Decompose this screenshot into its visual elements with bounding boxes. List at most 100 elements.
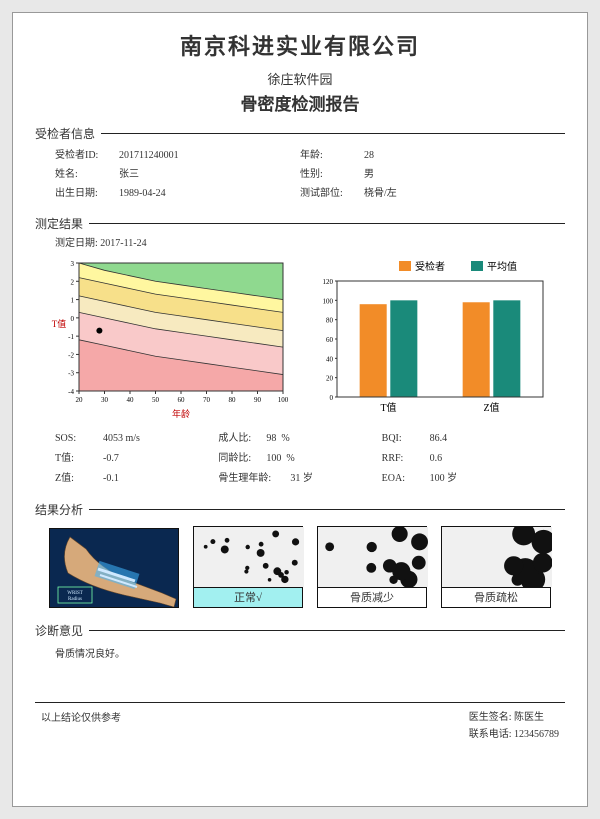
company-title: 南京科进实业有限公司 [35,29,565,61]
section-diagnosis: 诊断意见 [35,622,565,639]
svg-text:WRIST: WRIST [67,591,83,596]
divider [89,509,565,510]
report-title: 骨密度检测报告 [35,90,565,115]
disclaimer: 以上结论仅供参考 [41,709,121,743]
value: 123456789 [514,729,559,740]
patient-info-grid: 受检者ID:201711240001 年龄:28 姓名:张三 性别:男 出生日期… [35,142,565,205]
svg-text:20: 20 [326,375,334,383]
svg-text:50: 50 [152,396,160,404]
value: 86.4 [430,429,448,449]
value: 2017-11-24 [100,238,146,249]
metrics-grid: SOS:4053 m/s 成人比:98 % BQI:86.4 T值:-0.7 同… [35,423,565,491]
svg-text:平均值: 平均值 [487,260,517,273]
svg-text:Z值: Z值 [483,401,499,414]
value: 4053 m/s [103,429,140,449]
label: 测定日期: [55,238,98,249]
svg-text:70: 70 [203,396,211,404]
measure-date: 测定日期: 2017-11-24 [35,232,565,253]
value: 28 [364,146,374,165]
label: 骨生理年龄: [218,469,290,489]
label: 同龄比: [218,449,266,469]
forearm-diagram: WRISTRadius [49,528,179,608]
bone-class-label: 骨质疏松 [442,587,550,607]
label: EOA: [382,469,430,489]
unit: 岁 [303,469,313,489]
bone-texture-img [318,527,426,587]
label: RRF: [382,449,430,469]
label: 联系电话: [469,729,512,740]
svg-text:受检者: 受检者 [415,260,445,273]
svg-text:T值: T值 [380,401,396,414]
location-subtitle: 徐庄软件园 [35,69,565,88]
value: 100 [430,469,445,489]
value: 张三 [119,165,139,184]
svg-text:100: 100 [323,297,334,305]
value: 31 [290,469,300,489]
svg-text:100: 100 [278,396,289,404]
unit: 岁 [447,469,457,489]
label: 医生签名: [469,712,512,723]
svg-text:40: 40 [326,355,334,363]
value: 1989-04-24 [119,184,166,203]
section-label: 受检者信息 [35,125,95,142]
value: 桡骨/左 [364,184,397,203]
divider [89,223,565,224]
svg-text:60: 60 [326,336,334,344]
footer: 以上结论仅供参考 医生签名: 陈医生 联系电话: 123456789 [35,709,565,743]
section-patient-info: 受检者信息 [35,125,565,142]
value: -0.7 [103,449,119,469]
svg-text:3: 3 [71,260,75,268]
label: 姓名: [55,165,119,184]
svg-text:90: 90 [254,396,262,404]
section-result: 测定结果 [35,215,565,232]
svg-text:T值: T值 [52,318,67,329]
divider [101,133,565,134]
svg-text:年龄: 年龄 [172,408,190,419]
value: -0.1 [103,469,119,489]
comparison-bar-chart: 受检者平均值020406080100120T值Z值 [309,257,549,419]
value: 201711240001 [119,146,179,165]
svg-text:0: 0 [71,315,75,323]
label: BQI: [382,429,430,449]
value: 0.6 [430,449,443,469]
tscore-line-chart: -4-3-2-101232030405060708090100年龄T值 [49,257,289,419]
bone-class-label: 正常√ [194,587,302,607]
bone-class-box: 骨质疏松 [441,526,551,608]
svg-text:0: 0 [330,394,334,402]
label: Z值: [55,469,103,489]
svg-text:1: 1 [71,297,75,305]
svg-text:-2: -2 [68,351,74,359]
bone-class-box: 正常√ [193,526,303,608]
svg-text:60: 60 [178,396,186,404]
svg-text:80: 80 [229,396,237,404]
svg-text:-1: -1 [68,333,74,341]
section-analysis: 结果分析 [35,501,565,518]
svg-text:120: 120 [323,278,334,286]
label: 受检者ID: [55,146,119,165]
value: 陈医生 [514,712,544,723]
bone-texture-img [442,527,550,587]
svg-text:30: 30 [101,396,109,404]
bone-class-box: 骨质减少 [317,526,427,608]
value: 98 [266,429,276,449]
svg-text:Radius: Radius [68,597,82,602]
label: 出生日期: [55,184,119,203]
label: 测试部位: [300,184,364,203]
unit: % [286,449,294,469]
svg-text:40: 40 [127,396,135,404]
value: 男 [364,165,374,184]
divider [89,630,565,631]
divider [35,702,565,703]
svg-text:20: 20 [76,396,84,404]
svg-text:-4: -4 [68,388,74,396]
report-page: 南京科进实业有限公司 徐庄软件园 骨密度检测报告 受检者信息 受检者ID:201… [12,12,588,807]
section-label: 测定结果 [35,215,83,232]
label: 性别: [300,165,364,184]
svg-text:-3: -3 [68,370,74,378]
section-label: 结果分析 [35,501,83,518]
bone-texture-img [194,527,302,587]
label: SOS: [55,429,103,449]
unit: % [281,429,289,449]
label: 成人比: [218,429,266,449]
label: T值: [55,449,103,469]
